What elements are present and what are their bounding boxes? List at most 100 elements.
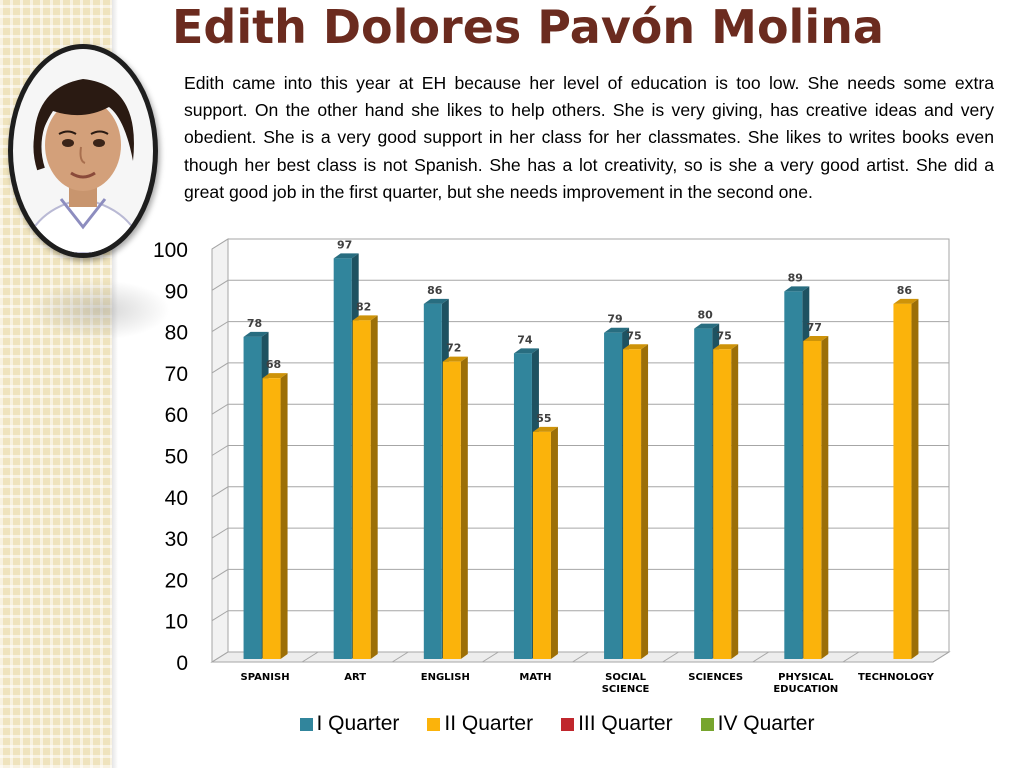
legend-item-q2: II Quarter: [427, 712, 533, 736]
category-label: SCIENCES: [688, 672, 743, 683]
y-tick-label: 90: [165, 280, 188, 303]
bar-top: [352, 315, 378, 321]
legend-swatch-q1: [299, 717, 313, 731]
bar-top: [442, 356, 468, 362]
data-label: 55: [536, 412, 551, 425]
category-divider: [842, 651, 860, 663]
legend-item-q1: I Quarter: [299, 712, 399, 736]
category-divider: [752, 651, 770, 663]
category-divider: [211, 651, 229, 663]
legend-swatch-q2: [427, 717, 441, 731]
bar-q1: [513, 353, 532, 659]
y-tick-label: 50: [165, 446, 188, 469]
category-divider: [662, 651, 679, 663]
bar-q2: [623, 349, 642, 659]
legend-swatch-q3: [561, 717, 575, 731]
gridline: [211, 238, 949, 250]
data-label: 89: [788, 271, 803, 284]
category-label: ENGLISH: [421, 672, 470, 683]
bar-q2: [713, 349, 732, 659]
bar-side: [641, 344, 649, 659]
y-tick-label: 100: [153, 239, 188, 262]
bar-top: [713, 344, 739, 350]
bar-q1: [423, 303, 442, 659]
bar-top: [243, 331, 269, 337]
bar-q1: [784, 291, 803, 659]
bar-q2: [352, 320, 371, 659]
category-label: SPANISH: [241, 672, 290, 683]
legend-label-q2: II Quarter: [444, 712, 534, 735]
bar-q1: [604, 332, 623, 659]
gridline: [211, 321, 949, 333]
y-tick-label: 0: [176, 652, 188, 675]
category-divider: [482, 651, 499, 663]
bar-side: [911, 298, 919, 659]
category-divider: [572, 651, 589, 663]
bar-top: [893, 298, 919, 304]
category-label: PHYSICAL: [778, 672, 834, 683]
bar-top: [694, 323, 720, 329]
bar-q1: [243, 336, 262, 659]
data-label: 82: [356, 300, 371, 313]
category-label: EDUCATION: [773, 684, 838, 695]
chart-walls: [210, 238, 951, 663]
data-label: 77: [807, 321, 822, 334]
slide-title: Edith Dolores Pavón Molina: [172, 0, 884, 54]
chart-legend: I Quarter II Quarter III Quarter IV Quar…: [0, 712, 1024, 736]
bar-q1: [333, 258, 352, 659]
bar-top: [803, 335, 829, 341]
category-label: ART: [344, 672, 366, 683]
category-divider: [301, 651, 319, 663]
data-label: 68: [266, 358, 281, 371]
y-tick-label: 30: [165, 528, 188, 551]
data-label: 86: [427, 284, 443, 297]
legend-item-q3: III Quarter: [561, 712, 673, 736]
legend-label-q4: IV Quarter: [717, 712, 815, 735]
bar-top: [604, 327, 630, 333]
bar-top: [333, 253, 359, 259]
bar-q2: [262, 378, 281, 659]
category-label: MATH: [519, 672, 551, 683]
bar-top: [532, 426, 558, 432]
data-label: 86: [897, 284, 913, 297]
student-description: Edith came into this year at EH because …: [184, 73, 994, 202]
y-tick-label: 60: [165, 404, 188, 427]
y-tick-label: 80: [165, 322, 188, 345]
gridline: [211, 279, 949, 291]
bar-q2: [803, 340, 822, 659]
data-label: 78: [247, 317, 262, 330]
y-tick-label: 10: [165, 611, 188, 634]
data-label: 75: [626, 329, 641, 342]
y-axis-ticks: 0 10 20 30 40 50 60 70 80 90 100: [153, 239, 188, 675]
bar-q2: [442, 361, 461, 659]
bar-top: [262, 373, 288, 379]
bar-side: [731, 344, 739, 659]
y-tick-label: 40: [165, 487, 188, 510]
side-pattern-shadow: [112, 0, 118, 768]
bar-top: [623, 344, 649, 350]
bar-q2: [893, 303, 912, 659]
bar-side: [460, 356, 468, 659]
data-label: 74: [517, 333, 533, 346]
decorative-glow: [30, 280, 170, 340]
student-photo: [13, 49, 153, 253]
legend-label-q3: III Quarter: [578, 712, 673, 735]
legend-item-q4: IV Quarter: [700, 712, 815, 736]
category-divider: [932, 651, 950, 663]
data-label: 97: [337, 238, 352, 251]
category-label: TECHNOLOGY: [858, 672, 935, 683]
bar-side: [550, 426, 558, 659]
data-label: 72: [446, 342, 461, 355]
data-label: 79: [607, 313, 622, 326]
bar-top: [513, 348, 539, 354]
category-label: SCIENCE: [602, 684, 650, 695]
legend-swatch-q4: [700, 717, 714, 731]
data-label: 80: [698, 309, 714, 322]
category-divider: [391, 651, 409, 663]
bar-q1: [694, 328, 713, 659]
bar-q2: [532, 431, 551, 659]
bar-side: [370, 315, 378, 659]
